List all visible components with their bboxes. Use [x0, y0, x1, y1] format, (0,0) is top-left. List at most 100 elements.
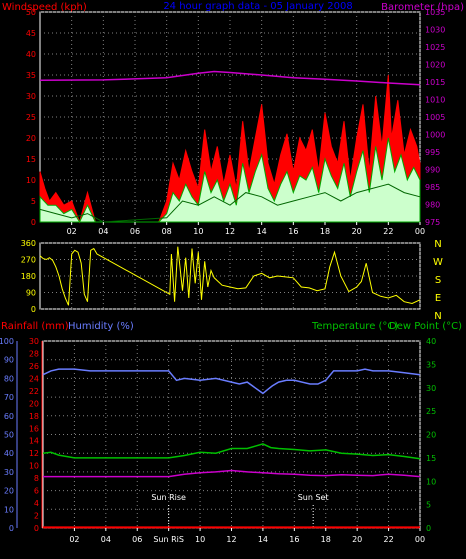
humidity-tick-label: 80: [4, 374, 14, 383]
humidity-tick-label: 0: [9, 524, 14, 533]
wind-xtick-label: 02: [67, 227, 77, 236]
humidity-xtick-label: 02: [69, 535, 79, 544]
windspeed-tick-label: 25: [26, 113, 36, 122]
wind-xtick-label: 14: [257, 227, 267, 236]
chart-title: 24 hour graph data - 05 January 2008: [163, 1, 352, 12]
temperature-tick-label: 5: [426, 501, 431, 510]
rainfall-tick-label: 14: [29, 437, 39, 446]
barometer-tick-label: 985: [425, 183, 440, 192]
barometer-tick-label: 975: [425, 218, 440, 227]
humidity-xtick-label: 14: [258, 535, 268, 544]
windspeed-tick-label: 15: [26, 155, 36, 164]
temperature-tick-label: 0: [426, 524, 431, 533]
dewpoint-axis-title: Dew Point (°C): [389, 321, 462, 332]
compass-label: N: [434, 239, 441, 250]
sun-rise-label: Sun Rise: [151, 493, 186, 502]
barometer-line: [39, 70, 421, 86]
rainfall-tick-label: 24: [29, 374, 39, 383]
wind-xtick-label: 18: [320, 227, 330, 236]
humidity-tick-label: 30: [4, 468, 14, 477]
humidity-xtick-label: 12: [226, 535, 236, 544]
compass-label: E: [435, 293, 441, 304]
windspeed-tick-label: 35: [26, 71, 36, 80]
rainfall-tick-label: 28: [29, 349, 39, 358]
humidity-tick-label: 40: [4, 449, 14, 458]
barometer-tick-label: 1025: [425, 43, 445, 52]
humidity-tick-label: 20: [4, 487, 14, 496]
barometer-tick-label: 1015: [425, 78, 445, 87]
windspeed-tick-label: 0: [31, 218, 36, 227]
wind-xtick-label: 22: [383, 227, 393, 236]
humidity-xtick-label: 20: [352, 535, 362, 544]
rainfall-tick-label: 12: [29, 449, 39, 458]
humidity-tick-label: 70: [4, 393, 14, 402]
temperature-axis-title: Temperature (°C): [311, 321, 398, 332]
wind-xtick-label: 12: [225, 227, 235, 236]
temperature-tick-label: 20: [426, 431, 436, 440]
windspeed-tick-label: 5: [31, 197, 36, 206]
windspeed-axis-title: Windspeed (kph): [2, 2, 87, 13]
rainfall-tick-label: 22: [29, 387, 39, 396]
barometer-tick-label: 1005: [425, 113, 445, 122]
windspeed-tick-label: 30: [26, 92, 36, 101]
wind-xtick-label: 10: [193, 227, 203, 236]
wind-xtick-label: 06: [130, 227, 140, 236]
direction-tick-label: 180: [21, 272, 36, 281]
rainfall-tick-label: 18: [29, 412, 39, 421]
humidity-tick-label: 100: [0, 337, 14, 346]
barometer-tick-label: 1000: [425, 131, 445, 140]
temperature-tick-label: 30: [426, 384, 436, 393]
direction-tick-label: 90: [26, 289, 36, 298]
windspeed-tick-label: 45: [26, 29, 36, 38]
rainfall-tick-label: 2: [34, 512, 39, 521]
rainfall-tick-label: 4: [34, 499, 39, 508]
windspeed-tick-label: 50: [26, 8, 36, 17]
windspeed-tick-label: 20: [26, 134, 36, 143]
barometer-tick-label: 995: [425, 148, 440, 157]
barometer-tick-label: 990: [425, 166, 440, 175]
windspeed-tick-label: 40: [26, 50, 36, 59]
wind-xtick-label: 00: [415, 227, 425, 236]
rainfall-tick-label: 30: [29, 337, 39, 346]
windspeed-tick-label: 10: [26, 176, 36, 185]
rainfall-tick-label: 26: [29, 362, 39, 371]
humidity-xtick-label: 00: [415, 535, 425, 544]
humidity-tick-label: 50: [4, 431, 14, 440]
direction-tick-label: 0: [31, 305, 36, 314]
temperature-tick-label: 35: [426, 360, 436, 369]
humidity-axis-title: Humidity (%): [68, 321, 134, 332]
temperature-tick-label: 10: [426, 477, 436, 486]
wind-xtick-label: 20: [352, 227, 362, 236]
humidity-tick-label: 90: [4, 356, 14, 365]
compass-label: S: [435, 275, 441, 286]
sun-set-label: Sun Set: [298, 493, 329, 502]
temperature-tick-label: 25: [426, 407, 436, 416]
direction-tick-label: 360: [21, 239, 36, 248]
humidity-xtick-label: 04: [101, 535, 111, 544]
direction-line: [39, 246, 421, 306]
barometer-tick-label: 1010: [425, 96, 445, 105]
dewpoint-line: [43, 469, 421, 478]
temperature-line: [42, 443, 421, 460]
wind-xtick-label: 16: [288, 227, 298, 236]
humidity-xtick-label: 22: [383, 535, 393, 544]
temperature-tick-label: 15: [426, 454, 436, 463]
humidity-xtick-label: Sun RiS: [153, 535, 184, 544]
wind-xtick-label: 08: [162, 227, 172, 236]
compass-label: W: [433, 257, 443, 268]
barometer-tick-label: 980: [425, 201, 440, 210]
compass-label: N: [434, 311, 441, 322]
rainfall-tick-label: 10: [29, 462, 39, 471]
humidity-tick-label: 10: [4, 505, 14, 514]
rainfall-tick-label: 8: [34, 474, 39, 483]
temperature-tick-label: 40: [426, 337, 436, 346]
humidity-xtick-label: 10: [195, 535, 205, 544]
humidity-xtick-label: 06: [132, 535, 142, 544]
humidity-xtick-label: 16: [289, 535, 299, 544]
barometer-tick-label: 1035: [425, 8, 445, 17]
rainfall-axis-title: Rainfall (mm): [1, 321, 69, 332]
wind-xtick-label: 04: [98, 227, 108, 236]
humidity-line: [42, 368, 421, 395]
